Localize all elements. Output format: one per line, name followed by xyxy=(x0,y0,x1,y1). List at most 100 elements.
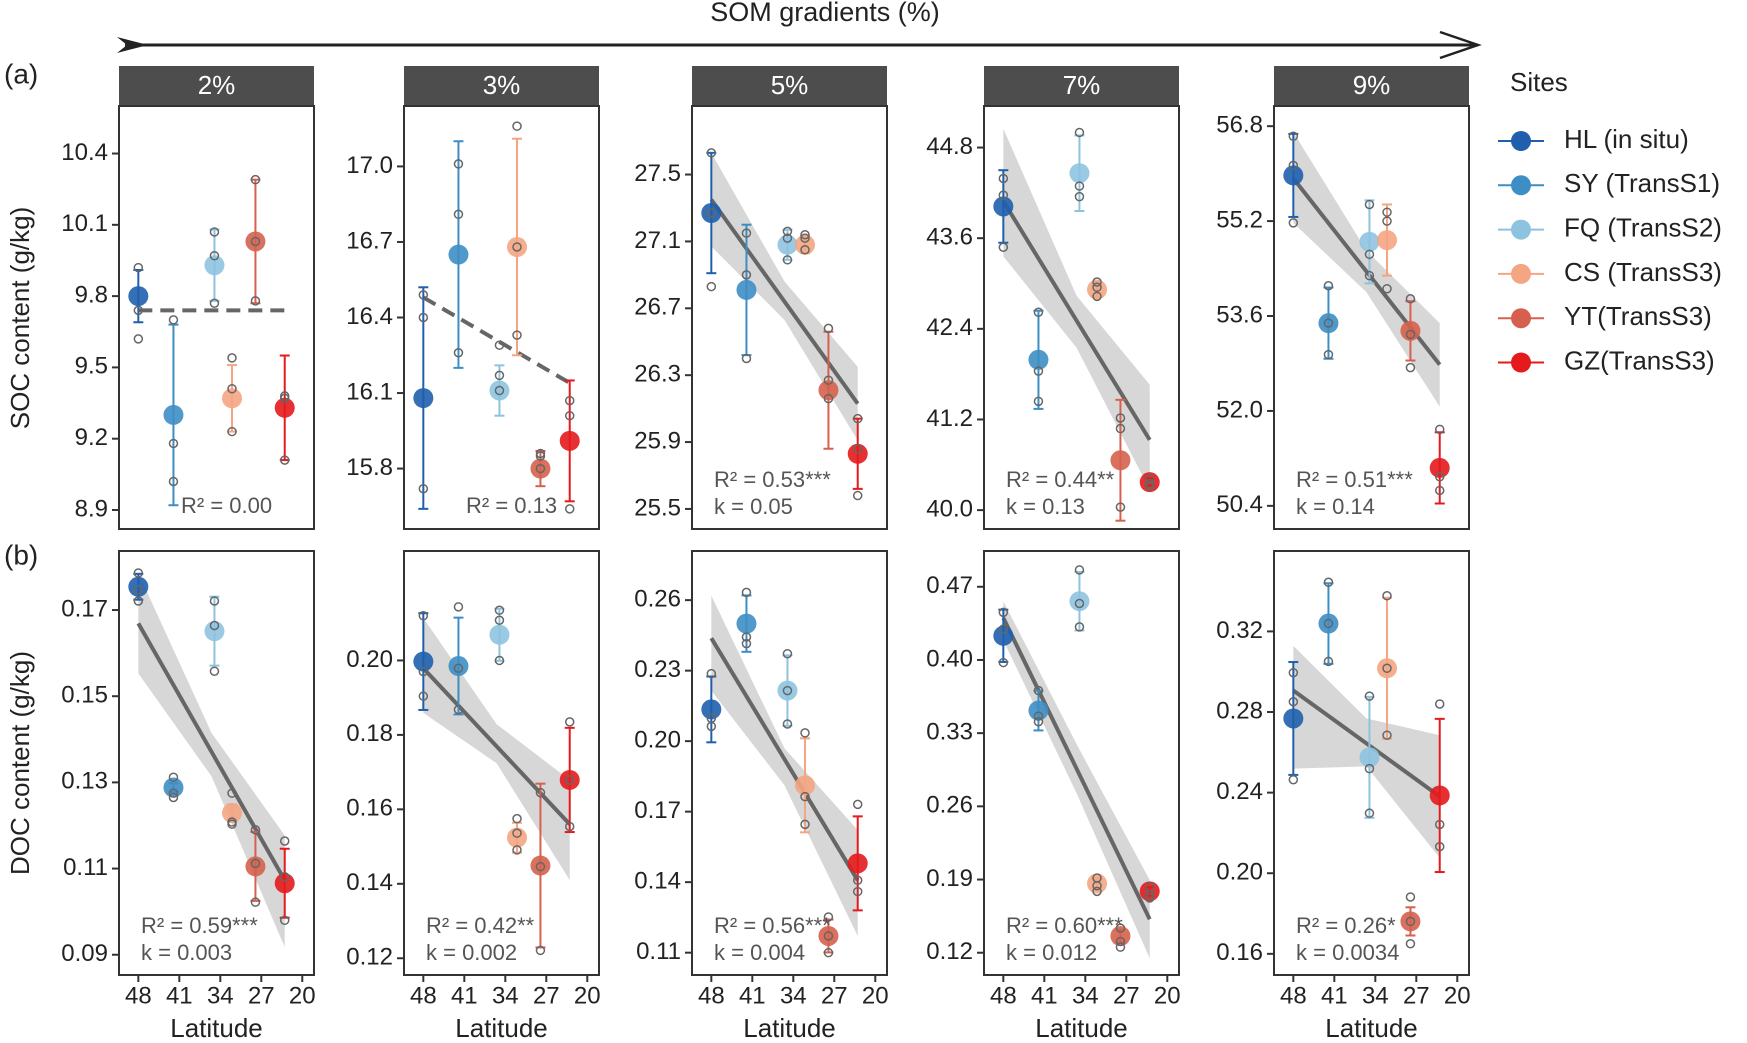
legend-marker xyxy=(1511,352,1531,373)
y-tick-label: 44.8 xyxy=(926,133,973,160)
replicate-point xyxy=(782,226,793,237)
y-tick-label: 0.28 xyxy=(1216,697,1263,724)
replicate-point xyxy=(800,819,810,830)
site-mean xyxy=(1429,785,1450,806)
fit-annotation: R² = 0.60*** xyxy=(1006,913,1123,938)
y-tick-label: 0.32 xyxy=(1216,617,1263,644)
replicate-point xyxy=(823,931,834,941)
replicate-point xyxy=(782,255,793,265)
replicate-point xyxy=(998,657,1009,668)
replicate-point xyxy=(453,704,464,715)
replicate-point xyxy=(1092,881,1102,891)
site-mean xyxy=(204,621,225,642)
plot-frame xyxy=(983,105,1180,530)
replicate-point xyxy=(706,148,717,158)
site-mean xyxy=(847,443,868,464)
y-tick-label: 0.47 xyxy=(926,572,973,599)
y-tick-label: 8.9 xyxy=(75,495,108,522)
replicate-point xyxy=(1288,696,1299,707)
site-mean xyxy=(1283,165,1304,186)
replicate-point xyxy=(1092,277,1102,287)
y-tick-label: 16.4 xyxy=(346,303,393,330)
site-mean xyxy=(1318,313,1339,334)
fit-annotation: R² = 0.53*** xyxy=(714,467,831,492)
plot-frame xyxy=(691,105,888,530)
x-tick-label: 41 xyxy=(166,982,193,1009)
x-tick-label: 20 xyxy=(1154,982,1181,1009)
replicate-point xyxy=(1382,590,1392,601)
replicate-point xyxy=(1092,291,1102,302)
replicate-point xyxy=(209,298,220,308)
y-tick-label: 0.24 xyxy=(1216,778,1263,805)
replicate-point xyxy=(250,825,261,835)
facet-title: 7% xyxy=(1063,70,1101,100)
site-mean xyxy=(1087,873,1108,894)
replicate-point xyxy=(1382,207,1392,217)
site-mean xyxy=(559,769,580,790)
replicate-point xyxy=(1323,281,1334,291)
y-tick-label: 55.2 xyxy=(1216,206,1263,233)
fit-line xyxy=(421,666,572,826)
fit-annotation: k = 0.0034 xyxy=(1296,940,1399,965)
x-tick-label: 48 xyxy=(698,982,725,1009)
replicate-point xyxy=(168,315,179,325)
y-axis-label: DOC content (g/kg) xyxy=(5,651,35,875)
fit-line xyxy=(709,637,860,882)
site-mean xyxy=(448,656,469,677)
site-mean xyxy=(413,651,434,672)
x-tick-label: 48 xyxy=(410,982,437,1009)
y-tick-label: 0.23 xyxy=(634,656,681,683)
replicate-point xyxy=(741,638,752,649)
site-mean xyxy=(1377,230,1398,251)
replicate-point xyxy=(133,596,144,606)
replicate-point xyxy=(1288,774,1299,785)
replicate-point xyxy=(1092,282,1102,293)
replicate-point xyxy=(1382,216,1392,226)
replicate-point xyxy=(1405,329,1416,340)
site-mean xyxy=(1429,457,1450,478)
replicate-point xyxy=(823,912,834,922)
legend-title: Sites xyxy=(1510,67,1568,97)
site-mean xyxy=(736,613,757,634)
y-tick-label: 10.4 xyxy=(61,139,108,166)
fit-annotation: R² = 0.00 xyxy=(181,493,272,518)
replicate-point xyxy=(1434,841,1445,852)
replicate-point xyxy=(512,845,522,855)
replicate-point xyxy=(782,648,793,659)
site-mean xyxy=(1318,613,1339,634)
y-tick-label: 50.4 xyxy=(1216,491,1263,518)
y-tick-label: 0.15 xyxy=(61,682,108,709)
replicate-point xyxy=(800,728,810,738)
site-mean xyxy=(1359,747,1380,768)
y-tick-label: 0.33 xyxy=(926,718,973,745)
legend-label: YT(TransS3) xyxy=(1564,301,1712,331)
plot-frame xyxy=(118,105,315,530)
replicate-point xyxy=(209,596,220,606)
fit-line xyxy=(422,295,571,385)
legend-marker xyxy=(1511,131,1531,151)
replicate-point xyxy=(823,947,834,958)
replicate-point xyxy=(706,668,717,679)
site-mean xyxy=(777,234,798,255)
replicate-point xyxy=(168,772,179,782)
y-tick-label: 0.11 xyxy=(636,938,681,965)
replicate-point xyxy=(512,828,522,838)
site-mean xyxy=(1110,450,1131,471)
replicate-point xyxy=(133,568,144,578)
y-tick-label: 0.16 xyxy=(1216,939,1263,966)
site-mean xyxy=(777,680,798,701)
site-mean xyxy=(701,699,722,720)
replicate-point xyxy=(800,791,810,802)
legend-label: FQ (TransS2) xyxy=(1564,212,1722,242)
site-mean xyxy=(818,925,839,946)
x-tick-label: 41 xyxy=(1321,982,1348,1009)
fit-line xyxy=(709,198,860,405)
site-mean xyxy=(413,388,434,409)
plot-frame xyxy=(1273,550,1470,976)
fit-annotation: k = 0.003 xyxy=(141,940,232,965)
site-mean xyxy=(274,397,295,418)
replicate-point xyxy=(1074,565,1085,575)
replicate-point xyxy=(823,393,834,404)
x-axis-label: Latitude xyxy=(1035,1013,1128,1043)
y-tick-label: 0.20 xyxy=(1216,859,1263,886)
